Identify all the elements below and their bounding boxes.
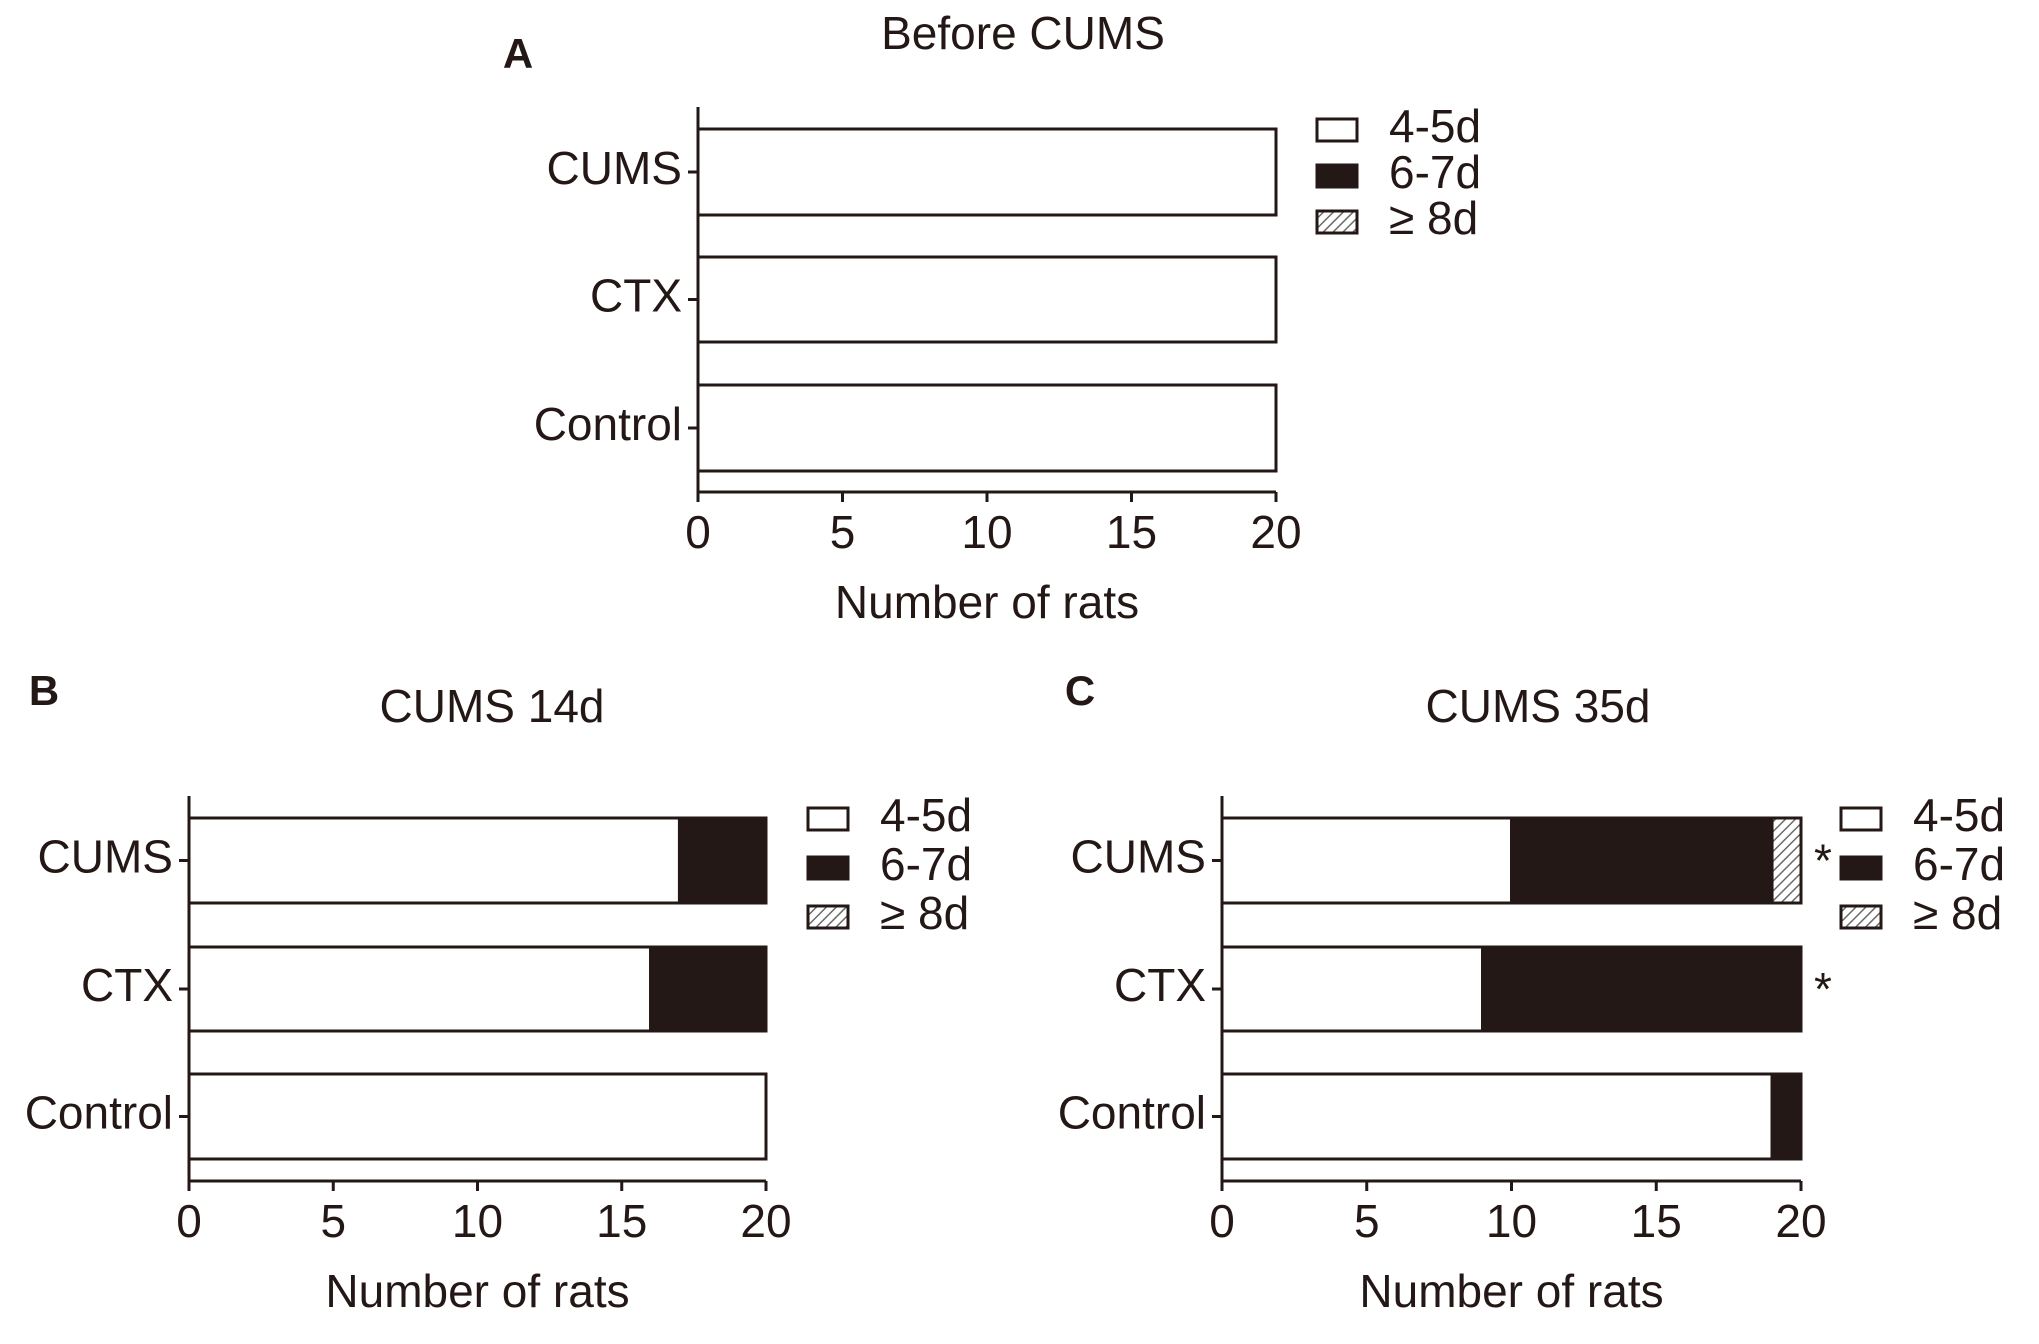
bar-segment: [696, 127, 1278, 217]
bar-segment: [1770, 816, 1803, 905]
x-tick-label: 10: [1486, 1195, 1537, 1247]
panel-label: A: [503, 30, 533, 77]
y-tick-label: Control: [1058, 1087, 1206, 1139]
x-tick-label: 15: [596, 1195, 647, 1247]
legend-swatch: [806, 806, 850, 832]
legend-swatch: [1315, 117, 1359, 143]
x-tick-label: 0: [1209, 1195, 1235, 1247]
x-tick-label: 15: [1106, 506, 1157, 558]
bar-segment: [187, 816, 681, 905]
x-tick-label: 10: [452, 1195, 503, 1247]
x-axis-label: Number of rats: [835, 576, 1139, 628]
x-tick-label: 20: [740, 1195, 791, 1247]
chart-title: CUMS 14d: [380, 680, 605, 732]
chart-title: CUMS 35d: [1426, 680, 1651, 732]
annotation: *: [1814, 835, 1832, 887]
bar-segment: [1510, 816, 1774, 905]
legend-label: ≥ 8d: [1913, 887, 2002, 939]
panel-label: B: [29, 667, 59, 714]
y-tick-label: Control: [25, 1087, 173, 1139]
x-axis-label: Number of rats: [1359, 1265, 1663, 1317]
x-tick-label: 0: [685, 506, 711, 558]
x-tick-label: 5: [1354, 1195, 1380, 1247]
bar-segment: [1220, 945, 1485, 1033]
x-tick-label: 20: [1250, 506, 1301, 558]
legend-label: 6-7d: [880, 838, 972, 890]
y-tick-label: CUMS: [38, 831, 173, 883]
y-tick-label: CTX: [590, 270, 682, 322]
y-tick-label: CUMS: [547, 142, 682, 194]
legend-swatch: [1839, 855, 1883, 881]
x-tick-label: 0: [176, 1195, 202, 1247]
legend-label: ≥ 8d: [880, 887, 969, 939]
legend-label: 4-5d: [1389, 100, 1481, 152]
bar-segment: [1770, 1072, 1803, 1161]
y-tick-label: Control: [534, 398, 682, 450]
bar-segment: [1220, 1072, 1774, 1161]
panel-label: C: [1065, 667, 1095, 714]
legend-swatch: [1315, 163, 1359, 189]
legend-label: 6-7d: [1389, 146, 1481, 198]
bar-segment: [1481, 945, 1803, 1033]
annotation: *: [1814, 963, 1832, 1015]
bar-segment: [696, 383, 1278, 473]
y-tick-label: CTX: [1114, 959, 1206, 1011]
bar-segment: [677, 816, 768, 905]
bar-segment: [696, 255, 1278, 344]
bar-segment: [1220, 816, 1513, 905]
y-tick-label: CTX: [81, 959, 173, 1011]
x-axis-label: Number of rats: [325, 1265, 629, 1317]
legend-swatch: [1315, 209, 1359, 235]
bar-segment: [187, 1072, 768, 1161]
x-tick-label: 20: [1775, 1195, 1826, 1247]
legend-label: ≥ 8d: [1389, 192, 1478, 244]
legend-label: 4-5d: [880, 789, 972, 841]
x-tick-label: 5: [830, 506, 856, 558]
legend-swatch: [1839, 806, 1883, 832]
legend-swatch: [806, 904, 850, 930]
legend-label: 6-7d: [1913, 838, 2005, 890]
x-tick-label: 5: [320, 1195, 346, 1247]
bar-segment: [649, 945, 768, 1033]
y-tick-label: CUMS: [1071, 831, 1206, 883]
chart-title: Before CUMS: [881, 7, 1165, 59]
bar-segment: [187, 945, 653, 1033]
x-tick-label: 15: [1631, 1195, 1682, 1247]
legend-label: 4-5d: [1913, 789, 2005, 841]
legend-swatch: [806, 855, 850, 881]
x-tick-label: 10: [961, 506, 1012, 558]
legend-swatch: [1839, 904, 1883, 930]
